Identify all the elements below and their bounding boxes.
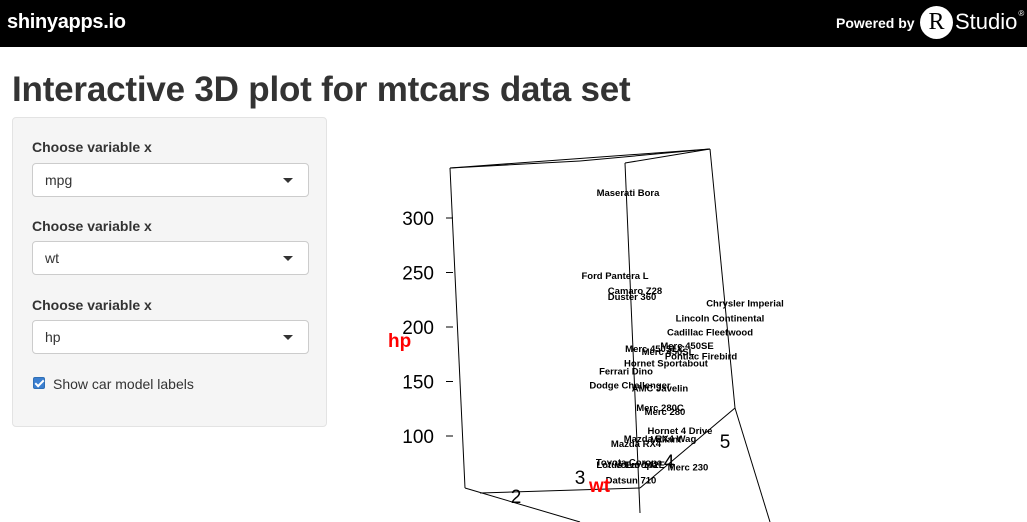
hp-tick-label: 100	[402, 427, 434, 448]
hp-tick-label: 300	[402, 209, 434, 230]
chevron-down-icon	[283, 256, 293, 261]
wt-axis: 2 3 4 5	[511, 432, 731, 508]
car-label-point: Ford Pantera L	[581, 271, 648, 282]
car-label-point: Merc 450SE	[660, 341, 713, 352]
wt-tick-label: 4	[664, 452, 675, 473]
page-title: Interactive 3D plot for mtcars data set	[12, 70, 631, 109]
wt-tick-label: 3	[575, 468, 586, 489]
hp-tick-label: 200	[402, 318, 434, 339]
car-label-point: Merc 280	[645, 407, 686, 418]
hp-axis: 100 150 200 250 300	[402, 209, 453, 448]
show-labels-label[interactable]: Show car model labels	[53, 376, 194, 392]
car-label-point: Hornet Sportabout	[624, 358, 709, 369]
box-edge-9	[734, 407, 771, 522]
box-edge-3	[449, 167, 466, 489]
car-label-point: Mazda RX4	[611, 439, 662, 450]
z-variable-value: hp	[45, 329, 61, 345]
car-label-point: Merc 230	[668, 462, 709, 473]
car-label-point: Lincoln Continental	[676, 314, 765, 325]
top-navbar: shinyapps.io Powered by R Studio®	[0, 0, 1027, 47]
show-labels-checkbox[interactable]	[33, 377, 45, 389]
car-label-point: Camaro Z28	[608, 286, 662, 297]
hp-axis-label: hp	[388, 331, 411, 352]
powered-by-text: Powered by	[836, 15, 915, 31]
box-edge-5	[709, 148, 736, 409]
car-label-point: Valiant	[651, 435, 682, 446]
3d-scatter-plot[interactable]: 100 150 200 250 300 2 3 4 5 Maserati Bora Ford P…	[340, 118, 1027, 522]
y-variable-label: Choose variable x	[32, 218, 152, 234]
studio-word: Studio	[955, 9, 1018, 34]
car-label-point: Datsun 710	[606, 476, 657, 487]
car-label-point: Duster 360	[608, 292, 657, 303]
car-label-point: Merc 280C	[636, 403, 684, 414]
z-variable-select[interactable]: hp	[32, 320, 309, 354]
rstudio-logo-icon[interactable]: R	[920, 6, 953, 39]
car-labels: Maserati Bora Ford Pantera L Camaro Z28Dus…	[581, 188, 783, 487]
car-label-point: Dodge Challenger	[589, 381, 671, 392]
box-edge-10	[624, 148, 711, 164]
car-label-point: Toyota Corona	[596, 457, 663, 468]
x-variable-select[interactable]: mpg	[32, 163, 309, 197]
car-label-point: Hornet 4 Drive	[648, 426, 713, 437]
car-label-point: Mazda RX4 Wag	[624, 434, 697, 445]
wt-tick-label: 2	[511, 487, 522, 508]
chevron-down-icon	[283, 335, 293, 340]
rstudio-logo-text[interactable]: Studio®	[955, 9, 1024, 35]
car-label-point: Maserati Bora	[597, 188, 661, 199]
y-variable-select[interactable]: wt	[32, 241, 309, 275]
sidebar-panel: Choose variable x mpg Choose variable x …	[12, 117, 327, 427]
car-label-point: Ferrari Dino	[599, 366, 653, 377]
car-label-point: Chrysler Imperial	[706, 298, 784, 309]
car-label-point: Merc 450SLC	[625, 344, 685, 355]
box-edge-7	[479, 487, 641, 494]
car-label-point: Cadillac Fleetwood	[667, 328, 753, 339]
car-label-point: AMC Javelin	[632, 384, 689, 395]
x-variable-label: Choose variable x	[32, 139, 152, 155]
car-label-point: Pontiac Firebird	[665, 351, 738, 362]
car-label-point: Merc 450SL	[642, 347, 695, 358]
car-label-point: Volvo 142E	[615, 460, 665, 471]
x-variable-value: mpg	[45, 172, 73, 188]
brand-link[interactable]: shinyapps.io	[7, 11, 126, 33]
y-variable-value: wt	[45, 250, 59, 266]
wt-tick-label: 5	[720, 432, 731, 453]
plot-bounding-box	[449, 148, 771, 522]
box-edge-4	[624, 162, 641, 514]
box-edge-2	[449, 148, 711, 169]
box-edge-8	[464, 487, 581, 522]
z-variable-label: Choose variable x	[32, 297, 152, 313]
hp-tick-label: 150	[402, 373, 434, 394]
chevron-down-icon	[283, 178, 293, 183]
hp-tick-label: 250	[402, 264, 434, 285]
wt-axis-label: wt	[588, 476, 611, 497]
trademark-symbol: ®	[1018, 9, 1025, 18]
box-edge-6	[639, 407, 736, 489]
car-label-point: Lotus Europa	[596, 460, 658, 471]
